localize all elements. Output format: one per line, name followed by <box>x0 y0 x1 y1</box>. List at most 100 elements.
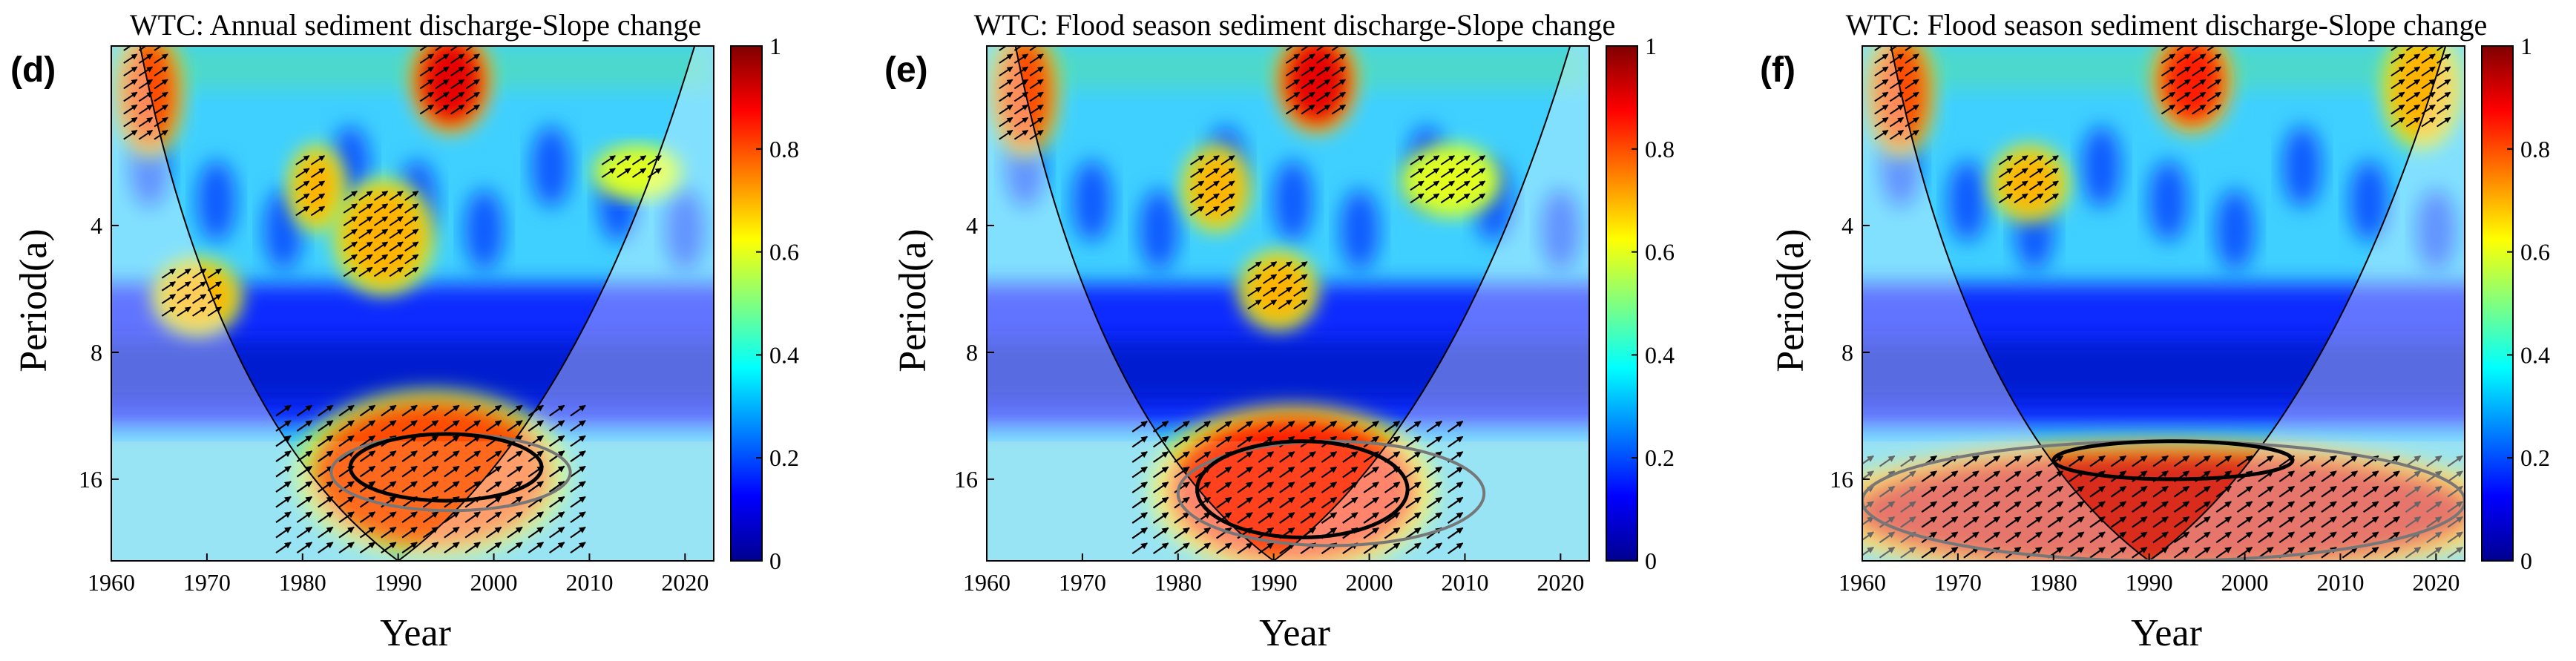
phase-arrow <box>617 155 631 165</box>
phase-arrow <box>123 53 138 64</box>
phase-arrow <box>295 205 310 217</box>
phase-arrow <box>1321 481 1338 493</box>
plot-area <box>986 45 1590 562</box>
phase-arrow <box>1301 46 1315 51</box>
phase-arrow <box>1342 421 1358 433</box>
phase-arrow <box>1905 91 1919 102</box>
phase-arrow <box>1152 435 1169 448</box>
phase-arrow <box>1301 104 1315 115</box>
phase-arrow <box>138 91 154 102</box>
phase-arrow <box>343 203 358 214</box>
phase-arrow <box>1316 79 1331 90</box>
phase-arrow <box>138 116 154 128</box>
phase-arrow <box>1331 66 1346 77</box>
blue-patch <box>2282 125 2322 208</box>
phase-arrow <box>1900 516 1916 528</box>
phase-arrow <box>2132 546 2148 559</box>
coherence-region <box>1408 151 1494 211</box>
coherence-region <box>418 46 484 125</box>
phase-arrow <box>419 66 434 77</box>
phase-arrow <box>450 79 465 90</box>
phase-arrow <box>2005 531 2022 544</box>
phase-arrow <box>310 155 326 165</box>
x-tick-label: 2000 <box>1346 569 1393 596</box>
phase-arrow <box>1190 193 1205 204</box>
phase-arrow <box>1900 470 1916 483</box>
phase-arrow <box>296 542 313 554</box>
phase-arrow <box>2195 516 2211 528</box>
phase-arrow <box>1363 527 1379 539</box>
phase-arrow <box>1258 421 1275 433</box>
x-tick-labels: 1960 1970 1980 1990 2000 2010 2020 <box>88 553 709 596</box>
plot-area <box>1862 45 2465 562</box>
phase-arrow <box>2405 46 2421 51</box>
phase-arrow <box>422 542 439 554</box>
phase-arrow <box>1447 527 1464 539</box>
phase-arrow <box>296 465 313 478</box>
y-tick-label: 4 <box>1841 212 1853 239</box>
phase-arrow <box>358 228 373 239</box>
phase-arrow <box>1279 496 1295 509</box>
phase-arrow <box>2363 546 2379 559</box>
phase-arrow <box>548 435 565 447</box>
colorbar: 0 0.2 0.4 0.6 0.8 1 <box>1606 33 1675 574</box>
phase-arrow <box>1447 512 1464 524</box>
phase-arrow <box>359 435 376 447</box>
phase-arrow <box>1384 527 1401 539</box>
phase-arrow <box>1363 512 1379 524</box>
phase-arrow <box>570 465 586 478</box>
phase-arrow <box>1874 129 1889 140</box>
phase-arrow <box>1984 531 2001 544</box>
phase-arrow <box>1879 455 1896 467</box>
phase-arrow <box>2342 470 2359 483</box>
x-axis-label: Year <box>380 612 451 654</box>
phase-arrow <box>2192 53 2207 64</box>
phase-arrow <box>2195 485 2211 498</box>
phase-arrow <box>464 481 481 493</box>
phase-arrow <box>138 53 154 64</box>
phase-arrow <box>2342 501 2359 513</box>
phase-arrow <box>381 481 397 493</box>
phase-arrow <box>2236 501 2253 513</box>
phase-arrow <box>1262 299 1278 310</box>
phase-arrow <box>2278 516 2295 528</box>
phase-arrow <box>999 116 1013 128</box>
phase-arrow <box>2437 66 2451 77</box>
phase-arrow <box>1262 261 1278 272</box>
phase-arrow <box>318 404 334 417</box>
phase-arrow <box>275 450 292 462</box>
phase-arrow <box>465 66 480 77</box>
phase-arrow <box>2405 79 2421 90</box>
phase-arrow <box>1942 485 1959 498</box>
phase-arrow <box>1471 180 1486 191</box>
phase-arrow <box>2132 485 2148 498</box>
phase-arrow <box>2384 485 2400 498</box>
chart-title: WTC: Flood season sediment discharge-Slo… <box>974 8 1616 42</box>
phase-arrow <box>1321 451 1338 463</box>
phase-arrow <box>435 104 450 115</box>
phase-arrow <box>1321 421 1338 433</box>
phase-arrow <box>1862 455 1874 465</box>
phase-arrow <box>444 542 460 554</box>
phase-arrow <box>1426 512 1442 524</box>
phase-arrow <box>465 104 480 115</box>
phase-arrow <box>1300 496 1316 509</box>
phase-arrow <box>2321 485 2337 498</box>
phase-arrow <box>422 450 439 462</box>
phase-arrow <box>1331 53 1346 64</box>
phase-arrow <box>296 435 313 447</box>
phase-arrow <box>2447 546 2463 559</box>
phase-arrow <box>2321 455 2337 467</box>
phase-arrow <box>1316 53 1331 64</box>
x-tick-label: 1980 <box>1154 569 1202 596</box>
colorbar-tick-label: 0.2 <box>2520 444 2550 471</box>
phase-arrow <box>1301 53 1315 64</box>
phase-arrow <box>2207 79 2221 90</box>
blue-patch <box>2215 189 2255 272</box>
x-tick-label: 2010 <box>565 569 613 596</box>
phase-arrow <box>1342 496 1358 509</box>
phase-arrow <box>338 496 355 508</box>
phase-arrow <box>1258 466 1275 479</box>
phase-arrow <box>2173 485 2190 498</box>
phase-arrow <box>1447 421 1464 433</box>
